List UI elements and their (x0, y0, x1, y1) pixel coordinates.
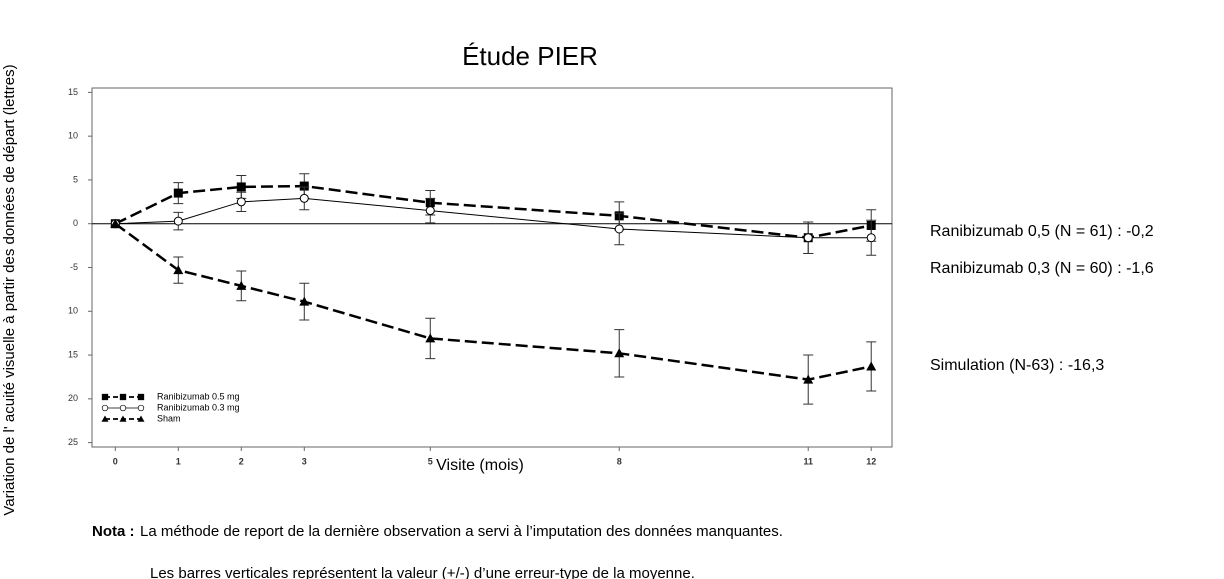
y-tick-label: 25 (68, 437, 78, 447)
x-tick-label: 2 (239, 456, 244, 466)
note: Les barres verticales représentent la va… (150, 565, 695, 579)
y-axis-label: Variation de l' acuité visuelle à partir… (1, 64, 18, 515)
x-tick-label: 1 (176, 456, 181, 466)
legend-marker (137, 393, 145, 401)
marker (236, 197, 246, 207)
y-tick-label: -5 (70, 262, 78, 272)
series-line (115, 197, 872, 239)
note: La méthode de report de la dernière obse… (140, 523, 783, 540)
x-tick-label: 8 (617, 456, 622, 466)
legend-marker (101, 393, 109, 401)
series-line (114, 222, 872, 381)
y-tick-label: 20 (68, 393, 78, 403)
marker (299, 296, 310, 306)
chart-title: Étude PIER (462, 41, 598, 71)
marker (425, 333, 436, 343)
marker (803, 233, 813, 243)
legend-marker (137, 404, 145, 412)
y-tick-label: 0 (73, 218, 78, 228)
annotation: Simulation (N-63) : -16,3 (930, 357, 1104, 374)
marker (236, 280, 247, 290)
marker (299, 193, 309, 203)
y-tick-label: 10 (68, 306, 78, 316)
marker (173, 265, 184, 275)
series-line (114, 184, 872, 239)
marker (299, 181, 309, 191)
note-label: Nota : (92, 523, 135, 540)
legend-marker (119, 404, 127, 412)
marker (614, 224, 624, 234)
marker (866, 233, 876, 243)
x-tick-label: 5 (428, 456, 433, 466)
annotation: Ranibizumab 0,5 (N = 61) : -0,2 (930, 223, 1154, 240)
marker (173, 216, 183, 226)
legend-marker (119, 415, 127, 422)
x-tick-label: 0 (113, 456, 118, 466)
x-tick-label: 11 (803, 456, 813, 466)
y-tick-label: 10 (68, 131, 78, 141)
marker (110, 218, 121, 228)
marker (614, 348, 625, 358)
legend-marker (119, 393, 127, 401)
legend-marker (137, 415, 145, 422)
legend-label: Ranibizumab 0.3 mg (157, 402, 240, 412)
x-tick-label: 12 (866, 456, 876, 466)
marker (866, 361, 877, 371)
annotation: Ranibizumab 0,3 (N = 60) : -1,6 (930, 260, 1154, 277)
x-tick-label: 3 (302, 456, 307, 466)
x-axis-label: Visite (mois) (436, 457, 524, 474)
y-tick-label: 15 (68, 349, 78, 359)
marker (173, 188, 183, 198)
y-tick-label: 15 (68, 87, 78, 97)
legend-label: Sham (157, 413, 181, 423)
marker (803, 374, 814, 384)
legend-marker (101, 415, 109, 422)
legend-label: Ranibizumab 0.5 mg (157, 391, 240, 401)
y-tick-label: 5 (73, 174, 78, 184)
marker (425, 206, 435, 216)
marker (236, 182, 246, 192)
legend-marker (101, 404, 109, 412)
